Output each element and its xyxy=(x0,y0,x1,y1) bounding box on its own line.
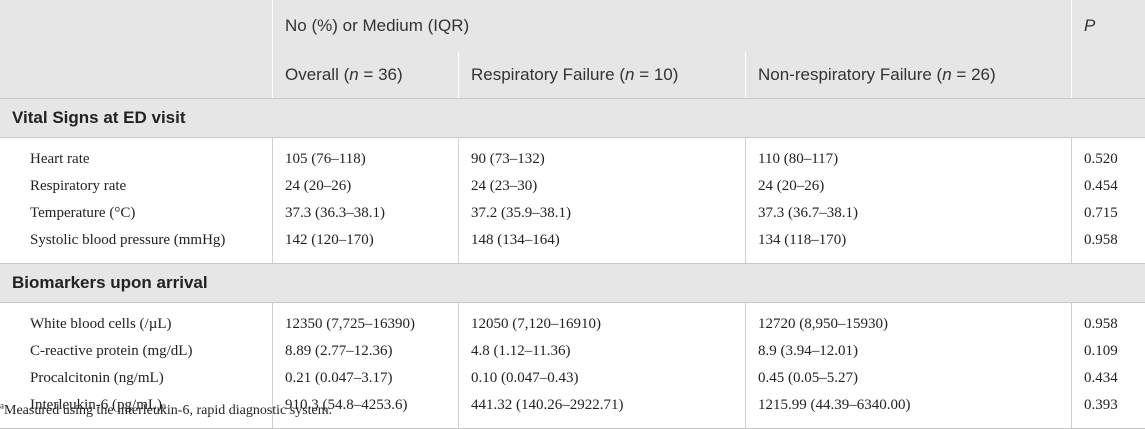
table-row: Systolic blood pressure (mmHg) 142 (120–… xyxy=(0,227,1145,254)
row-label: C-reactive protein (mg/dL) xyxy=(30,343,193,359)
row-label: Interleukin-6 (pg/mL) a xyxy=(30,397,167,413)
cell-p: 0.958 xyxy=(1071,311,1145,338)
cell-resp: 4.8 (1.12–11.36) xyxy=(458,338,745,365)
cell-nonresp: 134 (118–170) xyxy=(745,227,1071,254)
cell-resp: 12050 (7,120–16910) xyxy=(458,311,745,338)
table-row: Heart rate 105 (76–118) 90 (73–132) 110 … xyxy=(0,146,1145,173)
cell-resp: 37.2 (35.9–38.1) xyxy=(458,200,745,227)
row-label: Systolic blood pressure (mmHg) xyxy=(30,232,226,248)
cell-overall: 910.3 (54.8–4253.6) xyxy=(272,392,458,419)
cell-overall: 0.21 (0.047–3.17) xyxy=(272,365,458,392)
cell-p: 0.109 xyxy=(1071,338,1145,365)
cell-resp: 0.10 (0.047–0.43) xyxy=(458,365,745,392)
header-empty-cell xyxy=(0,0,272,52)
cell-nonresp: 1215.99 (44.39–6340.00) xyxy=(745,392,1071,419)
row-label: Heart rate xyxy=(30,151,90,167)
header-col-nonresp: Non-respiratory Failure (n = 26) xyxy=(745,52,1071,98)
cell-p: 0.715 xyxy=(1071,200,1145,227)
row-label: Procalcitonin (ng/mL) xyxy=(30,370,164,386)
cell-resp: 90 (73–132) xyxy=(458,146,745,173)
cell-overall: 105 (76–118) xyxy=(272,146,458,173)
spacer xyxy=(0,303,1145,311)
section-title: Vital Signs at ED visit xyxy=(12,108,186,127)
cell-p: 0.434 xyxy=(1071,365,1145,392)
header-row-group: No (%) or Medium (IQR) P xyxy=(0,0,1145,52)
header-empty-cell-2 xyxy=(0,52,272,98)
table-row: Respiratory rate 24 (20–26) 24 (23–30) 2… xyxy=(0,173,1145,200)
divider xyxy=(0,302,1145,303)
spacer xyxy=(0,419,1145,428)
divider xyxy=(0,98,1145,99)
section-title: Biomarkers upon arrival xyxy=(12,273,208,292)
table-footnote: aMeasured using the interleukin-6, rapid… xyxy=(0,400,333,419)
col-overall-label: Overall (n = 36) xyxy=(285,65,403,84)
cell-nonresp: 37.3 (36.7–38.1) xyxy=(745,200,1071,227)
cell-overall: 12350 (7,725–16390) xyxy=(272,311,458,338)
cell-overall: 142 (120–170) xyxy=(272,227,458,254)
row-label: Respiratory rate xyxy=(30,178,127,194)
header-p-cell: P xyxy=(1071,0,1145,52)
header-p-label: P xyxy=(1084,16,1096,35)
spacer xyxy=(0,138,1145,146)
cell-p: 0.958 xyxy=(1071,227,1145,254)
cell-p: 0.454 xyxy=(1071,173,1145,200)
row-label: White blood cells (/µL) xyxy=(30,316,172,332)
header-row-columns: Overall (n = 36) Respiratory Failure (n … xyxy=(0,52,1145,98)
cell-nonresp: 8.9 (3.94–12.01) xyxy=(745,338,1071,365)
cell-p: 0.393 xyxy=(1071,392,1145,419)
cell-nonresp: 12720 (8,950–15930) xyxy=(745,311,1071,338)
header-p-cell-2 xyxy=(1071,52,1145,98)
section-header-biomarkers: Biomarkers upon arrival xyxy=(0,264,1145,302)
cell-nonresp: 24 (20–26) xyxy=(745,173,1071,200)
row-label: Temperature (°C) xyxy=(30,205,136,221)
cell-p: 0.520 xyxy=(1071,146,1145,173)
col-resp-label: Respiratory Failure (n = 10) xyxy=(471,65,679,84)
header-group-cell: No (%) or Medium (IQR) xyxy=(272,0,1071,52)
spacer xyxy=(0,254,1145,263)
table-row: Temperature (°C) 37.3 (36.3–38.1) 37.2 (… xyxy=(0,200,1145,227)
cell-resp: 24 (23–30) xyxy=(458,173,745,200)
section-header-vitals: Vital Signs at ED visit xyxy=(0,99,1145,137)
table-row: Procalcitonin (ng/mL) 0.21 (0.047–3.17) … xyxy=(0,365,1145,392)
header-col-overall: Overall (n = 36) xyxy=(272,52,458,98)
col-nonresp-label: Non-respiratory Failure (n = 26) xyxy=(758,65,996,84)
cell-overall: 37.3 (36.3–38.1) xyxy=(272,200,458,227)
header-group-label: No (%) or Medium (IQR) xyxy=(285,16,470,35)
divider xyxy=(0,263,1145,264)
table-header: No (%) or Medium (IQR) P Overall (n = 36… xyxy=(0,0,1145,98)
cell-overall: 24 (20–26) xyxy=(272,173,458,200)
footnote-text: Measured using the interleukin-6, rapid … xyxy=(4,403,333,418)
cell-resp: 148 (134–164) xyxy=(458,227,745,254)
table-row: White blood cells (/µL) 12350 (7,725–163… xyxy=(0,311,1145,338)
cell-nonresp: 110 (80–117) xyxy=(745,146,1071,173)
table-row: Interleukin-6 (pg/mL) a 910.3 (54.8–4253.… xyxy=(0,392,1145,419)
footnote-marker: a xyxy=(0,400,4,411)
divider xyxy=(0,137,1145,138)
cell-nonresp: 0.45 (0.05–5.27) xyxy=(745,365,1071,392)
cell-overall: 8.89 (2.77–12.36) xyxy=(272,338,458,365)
header-col-resp: Respiratory Failure (n = 10) xyxy=(458,52,745,98)
table-row: C-reactive protein (mg/dL) 8.89 (2.77–12… xyxy=(0,338,1145,365)
cell-resp: 441.32 (140.26–2922.71) xyxy=(458,392,745,419)
